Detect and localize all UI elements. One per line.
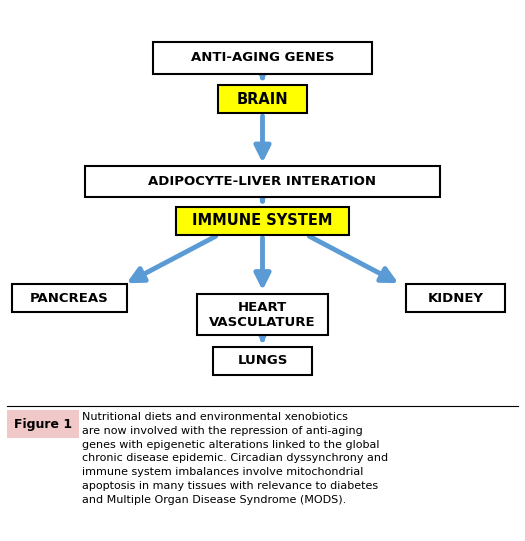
Text: and Multiple Organ Disease Syndrome (MODS).: and Multiple Organ Disease Syndrome (MOD… [82, 496, 346, 505]
Text: Nutritional diets and environmental xenobiotics: Nutritional diets and environmental xeno… [82, 412, 348, 421]
Text: PANCREAS: PANCREAS [30, 292, 109, 305]
Text: immune system imbalances involve mitochondrial: immune system imbalances involve mitocho… [82, 467, 364, 478]
Text: KIDNEY: KIDNEY [428, 292, 484, 305]
Text: Figure 1: Figure 1 [14, 418, 72, 431]
Text: HEART
VASCULATURE: HEART VASCULATURE [209, 301, 316, 328]
Text: ADIPOCYTE-LIVER INTERATION: ADIPOCYTE-LIVER INTERATION [149, 175, 376, 188]
Text: chronic disease epidemic. Circadian dyssynchrony and: chronic disease epidemic. Circadian dyss… [82, 453, 388, 464]
FancyBboxPatch shape [153, 42, 372, 74]
Text: are now involved with the repression of anti-aging: are now involved with the repression of … [82, 426, 363, 436]
FancyBboxPatch shape [213, 347, 312, 375]
Text: LUNGS: LUNGS [237, 354, 288, 367]
FancyBboxPatch shape [218, 85, 307, 113]
FancyBboxPatch shape [85, 166, 440, 197]
FancyBboxPatch shape [12, 285, 127, 313]
Text: IMMUNE SYSTEM: IMMUNE SYSTEM [192, 214, 333, 228]
Text: ANTI-AGING GENES: ANTI-AGING GENES [191, 51, 334, 64]
FancyBboxPatch shape [176, 207, 349, 235]
FancyBboxPatch shape [406, 285, 506, 313]
Text: BRAIN: BRAIN [237, 92, 288, 107]
Text: genes with epigenetic alterations linked to the global: genes with epigenetic alterations linked… [82, 439, 380, 450]
Text: apoptosis in many tissues with relevance to diabetes: apoptosis in many tissues with relevance… [82, 481, 379, 491]
FancyBboxPatch shape [197, 294, 328, 335]
FancyBboxPatch shape [7, 411, 79, 438]
